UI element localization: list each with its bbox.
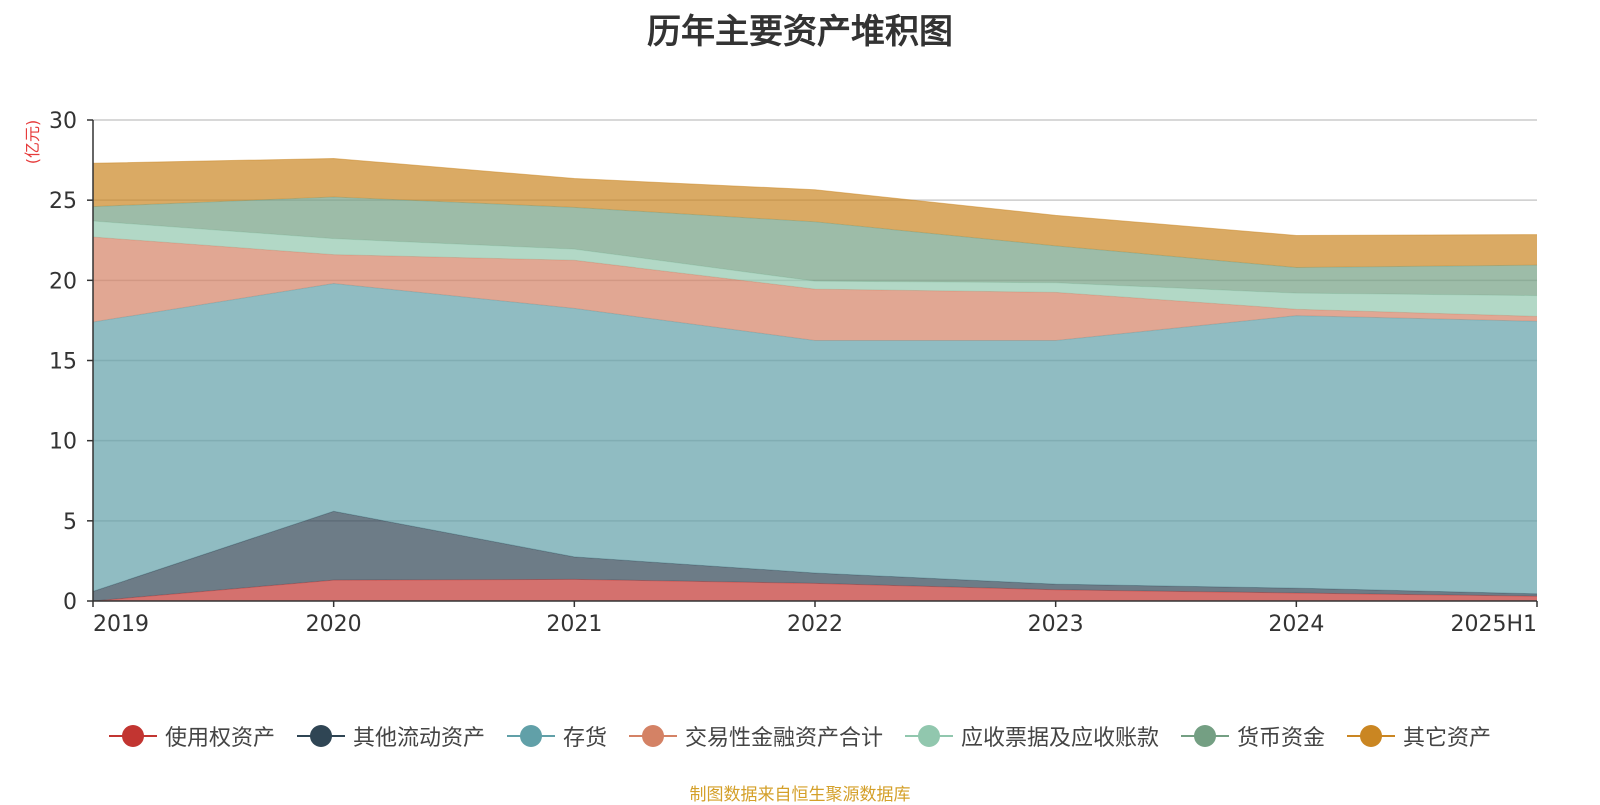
area-series: [92, 157, 1538, 602]
legend-label: 存货: [562, 726, 607, 751]
x-tick-label-6: 2025H1: [1450, 612, 1537, 637]
legend-item-0[interactable]: 使用权资产: [108, 720, 275, 752]
y-tick-label-30: 30: [49, 109, 77, 134]
area-series-2: [93, 283, 1537, 594]
legend-item-1[interactable]: 其他流动资产: [296, 720, 485, 752]
area-series-1: [93, 511, 1537, 601]
legend-marker-icon: [506, 724, 555, 748]
area-series-3: [93, 237, 1537, 341]
y-tick-label-0: 0: [63, 590, 77, 615]
x-tick-label-5: 2024: [1268, 612, 1324, 637]
area-series-4: [93, 221, 1537, 317]
legend-label: 应收票据及应收账款: [961, 726, 1160, 751]
legend-marker-icon: [628, 724, 677, 748]
area-series-6: [93, 158, 1537, 268]
legend-label: 货币资金: [1237, 726, 1326, 751]
legend-marker-icon: [1347, 724, 1396, 748]
legend-item-2[interactable]: 存货: [506, 720, 607, 752]
axes: 0 5 10 15 20 25 30 2019 2020 2021 2022 2023 2024 2025…: [49, 109, 1538, 637]
legend: 使用权资产 其他流动资产 存货 交易性金融资产合计 应收票据及应收账款 货币资金 其它资产: [0, 718, 1600, 754]
source-note: 制图数据来自恒生聚源数据库: [689, 785, 911, 805]
legend-label: 交易性金融资产合计: [684, 726, 883, 751]
y-tick-label-15: 15: [49, 350, 77, 375]
y-tick-label-25: 25: [49, 189, 77, 214]
area-series-5: [93, 196, 1537, 296]
legend-item-5[interactable]: 货币资金: [1181, 720, 1325, 752]
legend-item-4[interactable]: 应收票据及应收账款: [905, 720, 1159, 752]
x-tick-label-1: 2020: [306, 612, 362, 637]
x-tick-label-4: 2023: [1028, 612, 1084, 637]
legend-label: 其他流动资产: [352, 726, 485, 751]
legend-item-6[interactable]: 其它资产: [1347, 720, 1491, 752]
legend-label: 其它资产: [1403, 726, 1492, 751]
y-axis-unit-label: (亿元): [23, 120, 42, 165]
legend-marker-icon: [296, 724, 345, 748]
legend-marker-icon: [1181, 724, 1230, 748]
y-tick-label-10: 10: [49, 430, 77, 455]
legend-label: 使用权资产: [164, 726, 275, 751]
legend-item-3[interactable]: 交易性金融资产合计: [628, 720, 883, 752]
x-tick-label-2: 2021: [546, 612, 602, 637]
area-series-line-6: [92, 157, 1538, 236]
area-series-0: [93, 579, 1537, 601]
x-tick-label-3: 2022: [787, 612, 843, 637]
y-tick-label-20: 20: [49, 269, 77, 294]
chart-title: 历年主要资产堆积图: [647, 12, 953, 52]
legend-marker-icon: [905, 724, 953, 748]
y-tick-label-5: 5: [63, 510, 77, 535]
legend-marker-icon: [108, 724, 157, 748]
x-tick-label-0: 2019: [93, 612, 149, 637]
